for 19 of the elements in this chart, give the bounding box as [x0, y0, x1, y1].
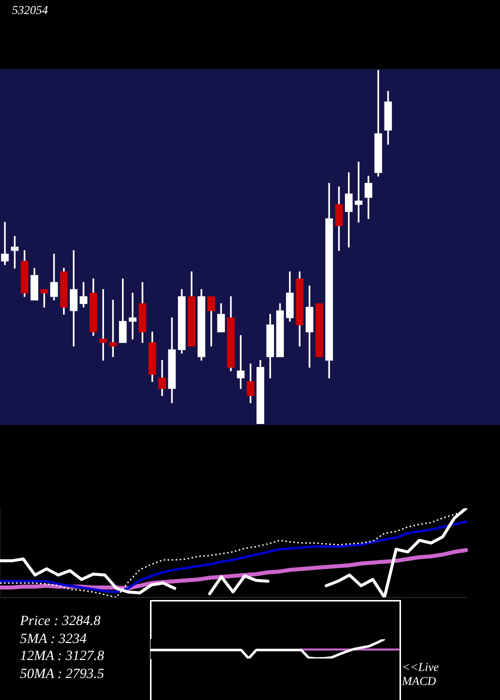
candlestick: [20, 250, 28, 297]
candlestick: [315, 303, 324, 358]
text: Price : 3284.8: [20, 614, 102, 629]
candlestick: [246, 363, 254, 404]
chart-title: 532054: [12, 3, 48, 18]
candlestick: [364, 176, 372, 220]
candlestick: [168, 317, 176, 404]
candlestick: [217, 303, 225, 332]
candlestick: [109, 300, 117, 358]
text: 12MA : 3127.8: [20, 649, 106, 664]
text: 5MA : 3234: [20, 632, 88, 646]
candlestick: [138, 282, 146, 343]
candlestick: [80, 282, 88, 308]
candlestick: [306, 286, 314, 368]
candlestick: [50, 254, 58, 300]
text: <<Live MACD: [402, 660, 440, 688]
candlestick: [335, 186, 343, 251]
text: 50MA : 2793.5: [20, 666, 106, 682]
candlestick: [276, 303, 284, 358]
